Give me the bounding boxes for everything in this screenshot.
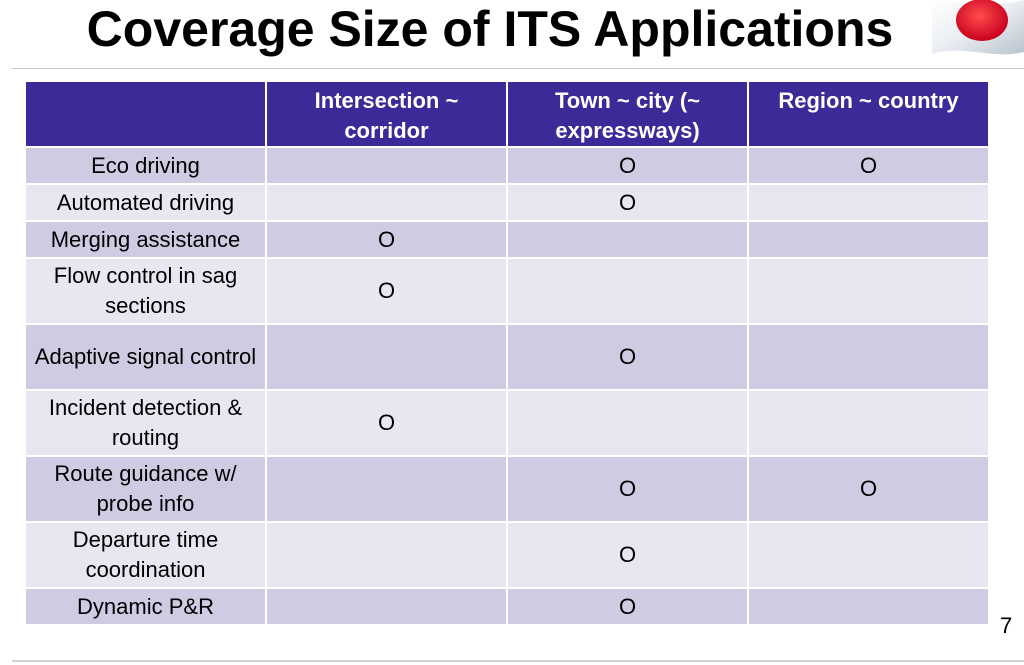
table-cell: O bbox=[506, 146, 749, 185]
table-cell: O bbox=[506, 521, 749, 589]
table-cell bbox=[265, 455, 508, 523]
table-cell: O bbox=[747, 455, 990, 523]
table-cell bbox=[506, 257, 749, 325]
column-header bbox=[24, 80, 267, 148]
coverage-table: Intersection ~ corridor Town ~ city (~ e… bbox=[24, 80, 990, 626]
table-cell: O bbox=[506, 323, 749, 391]
column-header-region: Region ~ country bbox=[747, 80, 990, 148]
row-label: Departure time coordination bbox=[24, 521, 267, 589]
row-label: Flow control in sag sections bbox=[24, 257, 267, 325]
row-label: Eco driving bbox=[24, 146, 267, 185]
footer-divider bbox=[12, 660, 1024, 662]
table-cell: O bbox=[506, 587, 749, 626]
table-row: Incident detection & routing O bbox=[24, 389, 990, 457]
slide-title: Coverage Size of ITS Applications bbox=[86, 1, 894, 57]
table-cell bbox=[265, 183, 508, 222]
page-number: 7 bbox=[1000, 613, 1013, 638]
table-row: Departure time coordination O bbox=[24, 521, 990, 589]
japan-flag-icon bbox=[932, 0, 1024, 56]
table-cell: O bbox=[506, 183, 749, 222]
table-cell bbox=[747, 220, 990, 259]
table-cell bbox=[506, 389, 749, 457]
table-cell bbox=[747, 389, 990, 457]
table-header-row: Intersection ~ corridor Town ~ city (~ e… bbox=[24, 80, 990, 148]
table-cell bbox=[265, 323, 508, 391]
row-label: Merging assistance bbox=[24, 220, 267, 259]
row-label: Automated driving bbox=[24, 183, 267, 222]
row-label: Dynamic P&R bbox=[24, 587, 267, 626]
table-cell bbox=[747, 183, 990, 222]
table-cell bbox=[265, 521, 508, 589]
table-row: Route guidance w/ probe info O O bbox=[24, 455, 990, 523]
table-cell: O bbox=[265, 389, 508, 457]
table-cell: O bbox=[265, 220, 508, 259]
row-label: Route guidance w/ probe info bbox=[24, 455, 267, 523]
table-cell bbox=[265, 146, 508, 185]
table-cell: O bbox=[506, 455, 749, 523]
table-cell bbox=[506, 220, 749, 259]
table-cell: O bbox=[265, 257, 508, 325]
table-cell bbox=[747, 521, 990, 589]
row-label: Adaptive signal control bbox=[24, 323, 267, 391]
table-row: Eco driving O O bbox=[24, 146, 990, 185]
table-row: Flow control in sag sections O bbox=[24, 257, 990, 325]
table-cell bbox=[747, 257, 990, 325]
table-cell bbox=[747, 323, 990, 391]
title-divider bbox=[12, 68, 1024, 69]
column-header-intersection: Intersection ~ corridor bbox=[265, 80, 508, 148]
row-label: Incident detection & routing bbox=[24, 389, 267, 457]
table-cell bbox=[747, 587, 990, 626]
table-row: Automated driving O bbox=[24, 183, 990, 222]
table-row: Merging assistance O bbox=[24, 220, 990, 259]
column-header-town: Town ~ city (~ expressways) bbox=[506, 80, 749, 148]
table-row: Dynamic P&R O bbox=[24, 587, 990, 626]
table-cell: O bbox=[747, 146, 990, 185]
table-cell bbox=[265, 587, 508, 626]
table-row: Adaptive signal control O bbox=[24, 323, 990, 391]
